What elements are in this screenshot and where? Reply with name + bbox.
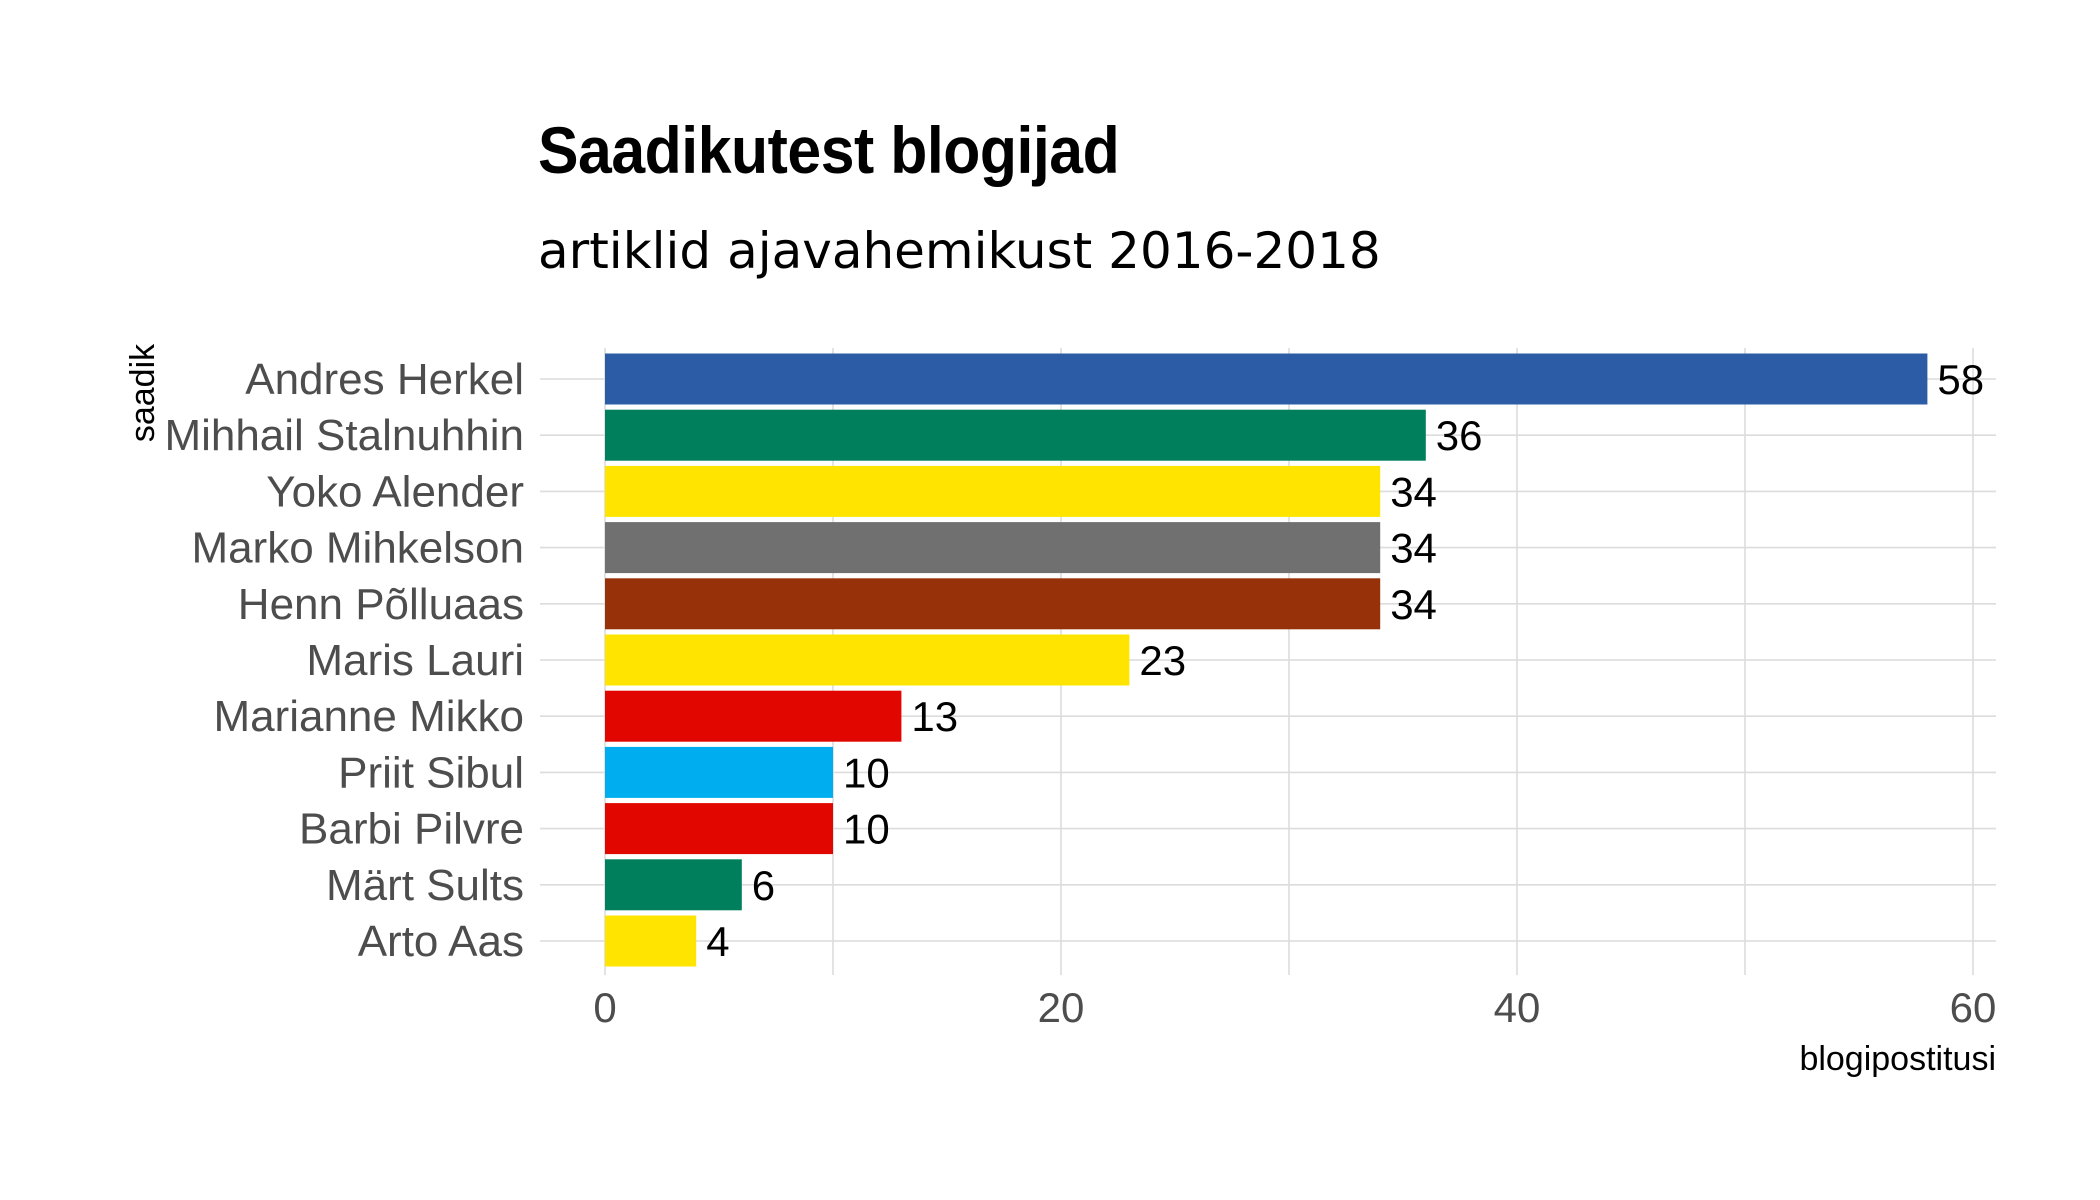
y-tick-label: Maris Lauri (306, 636, 524, 685)
x-tick-label: 0 (593, 984, 616, 1031)
y-tick-label: Marianne Mikko (213, 692, 524, 741)
bar (605, 915, 697, 967)
y-tick-label: Andres Herkel (245, 355, 524, 404)
data-label: 13 (911, 693, 958, 740)
y-tick-label: Priit Sibul (338, 748, 524, 797)
x-tick-label: 20 (1038, 984, 1085, 1031)
x-tick-label: 60 (1950, 984, 1997, 1031)
data-label: 4 (706, 918, 729, 965)
data-label: 34 (1390, 468, 1437, 515)
x-axis-label: blogipostitusi (1799, 1040, 1996, 1078)
bar (605, 522, 1381, 574)
data-label: 23 (1139, 637, 1186, 684)
data-label: 6 (752, 862, 775, 909)
y-tick-label: Yoko Alender (266, 467, 524, 516)
y-axis-ticks: Andres Herkel Mihhail Stalnuhhin Yoko Alen… (164, 355, 524, 966)
bar (605, 465, 1381, 517)
bar (605, 859, 742, 911)
y-tick-label: Märt Sults (326, 861, 524, 910)
bars (605, 353, 1928, 967)
x-axis-ticks: 0 20 40 60 (593, 984, 1996, 1031)
data-label: 10 (843, 749, 890, 796)
data-label: 58 (1937, 356, 1984, 403)
y-tick-label: Marko Mihkelson (191, 524, 524, 573)
chart-title: Saadikutest blogijad (538, 113, 1120, 187)
data-label: 10 (843, 806, 890, 853)
bar (605, 578, 1381, 630)
y-tick-label: Arto Aas (358, 917, 524, 966)
y-axis-label: saadik (124, 343, 162, 442)
data-label: 34 (1390, 525, 1437, 572)
bar (605, 803, 833, 855)
data-label: 36 (1436, 412, 1483, 459)
bar (605, 634, 1130, 686)
bar (605, 409, 1426, 461)
bar (605, 690, 902, 742)
bar (605, 746, 833, 798)
x-tick-label: 40 (1494, 984, 1541, 1031)
y-tick-label: Henn Põlluaas (238, 580, 524, 629)
chart-subtitle: artiklid ajavahemikust 2016-2018 (538, 222, 1381, 280)
data-label: 34 (1390, 581, 1437, 628)
y-tick-label: Mihhail Stalnuhhin (164, 411, 524, 460)
data-labels: 58 36 34 34 34 23 13 10 10 64 (706, 356, 1984, 965)
bar (605, 353, 1928, 405)
y-tick-label: Barbi Pilvre (299, 805, 524, 854)
